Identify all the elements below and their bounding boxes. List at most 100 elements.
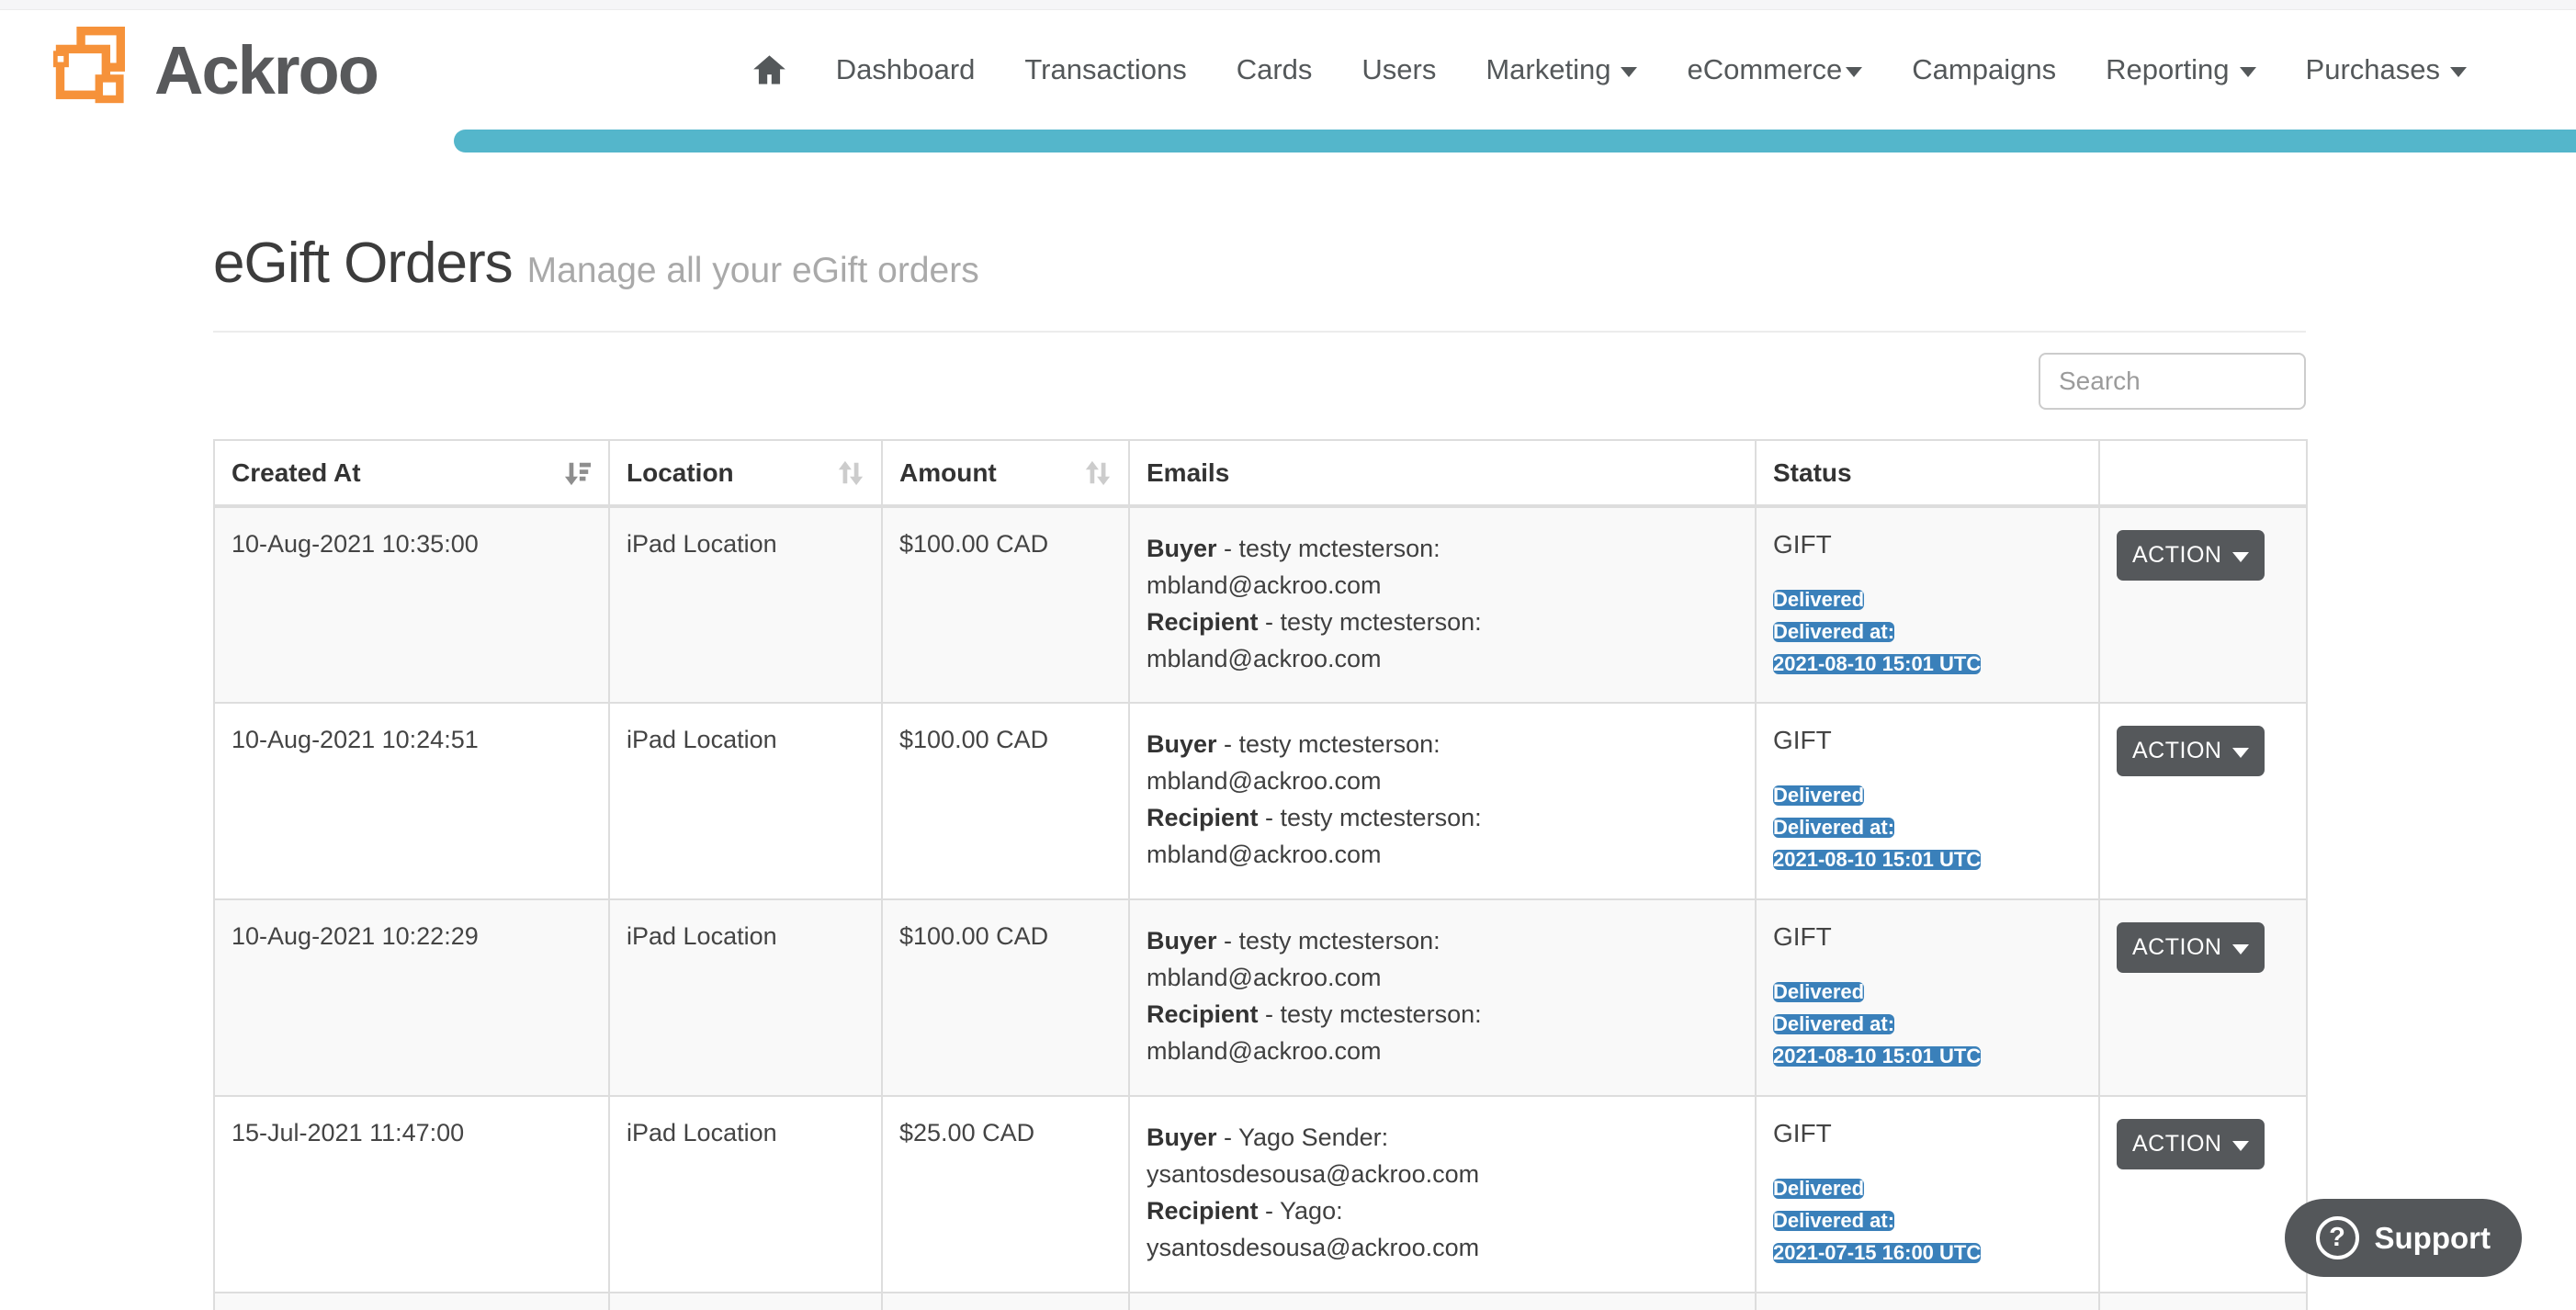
- column-header-status: Status: [1755, 439, 2100, 508]
- column-label: Emails: [1147, 457, 1230, 487]
- column-label: Location: [627, 457, 734, 487]
- column-header-amount[interactable]: Amount: [881, 439, 1130, 508]
- nav-item-label: Purchases: [2305, 53, 2440, 85]
- status-badge: Delivered at:: [1773, 816, 1895, 839]
- action-cell: ACTION: [2098, 702, 2308, 900]
- location-cell: iPad Location: [608, 702, 883, 900]
- nav-menu: Dashboard Transactions Cards Users Marketing…: [752, 53, 2467, 87]
- brand-name: Ackroo: [154, 31, 379, 108]
- created-at-value: 10-Aug-2021 10:35:00: [232, 530, 479, 558]
- amount-value: $100.00 CAD: [899, 530, 1049, 558]
- table-row: 10-Aug-2021 10:35:00 iPad Location $100.00…: [213, 505, 2308, 704]
- nav-item-home[interactable]: [752, 53, 786, 87]
- page-subtitle: Manage all your eGift orders: [526, 251, 979, 290]
- chevron-down-icon: [2450, 67, 2467, 77]
- action-cell: ACTION: [2098, 898, 2308, 1097]
- recipient-label: Recipient: [1147, 1197, 1259, 1225]
- nav-item-ecommerce[interactable]: eCommerce: [1687, 53, 1863, 86]
- chevron-down-icon: [1621, 67, 1638, 77]
- status-badge: 2021-08-10 15:01 UTC: [1773, 1045, 1982, 1067]
- action-cell: ACTION: [2098, 1095, 2308, 1293]
- action-button-label: ACTION: [2132, 1131, 2222, 1157]
- nav-item-label: Users: [1361, 53, 1437, 85]
- table-header-row: Created At: [213, 439, 2308, 508]
- column-header-actions: [2098, 439, 2308, 508]
- location-cell: iPad Location: [608, 898, 883, 1097]
- column-label: Status: [1773, 457, 1852, 487]
- column-header-emails: Emails: [1128, 439, 1757, 508]
- empty-cell: [608, 1292, 883, 1310]
- column-header-location[interactable]: Location: [608, 439, 883, 508]
- recipient-email: ysantosdesousa@ackroo.com: [1147, 1234, 1480, 1261]
- status-badge: Delivered at:: [1773, 1012, 1895, 1035]
- nav-item-label: Cards: [1236, 53, 1313, 85]
- support-button[interactable]: ? Support: [2284, 1199, 2522, 1277]
- amount-value: $25.00 CAD: [899, 1119, 1035, 1146]
- sort-unsorted-icon: [838, 460, 864, 485]
- orders-table: Created At: [213, 439, 2308, 1310]
- action-dropdown-button[interactable]: ACTION: [2117, 1119, 2265, 1169]
- nav-item-cards[interactable]: Cards: [1237, 53, 1313, 86]
- created-at-cell: 10-Aug-2021 10:24:51: [213, 702, 610, 900]
- question-circle-icon: ?: [2315, 1216, 2359, 1259]
- home-icon: [752, 54, 785, 85]
- status-cell: GIFT Delivered Delivered at: 2021-08-10 15:…: [1755, 898, 2100, 1097]
- column-label: Amount: [899, 457, 997, 487]
- nav-item-dashboard[interactable]: Dashboard: [836, 53, 976, 86]
- amount-cell: $100.00 CAD: [881, 505, 1130, 704]
- created-at-cell: 10-Aug-2021 10:22:29: [213, 898, 610, 1097]
- chevron-down-icon: [2232, 943, 2250, 954]
- action-dropdown-button[interactable]: ACTION: [2117, 530, 2265, 581]
- title-divider: [213, 331, 2306, 333]
- nav-item-campaigns[interactable]: Campaigns: [1912, 53, 2056, 86]
- nav-item-transactions[interactable]: Transactions: [1024, 53, 1186, 86]
- nav-item-label: eCommerce: [1687, 53, 1843, 85]
- action-button-label: ACTION: [2132, 934, 2222, 960]
- status-badge: Delivered at:: [1773, 1209, 1895, 1232]
- location-cell: iPad Location: [608, 505, 883, 704]
- action-button-label: ACTION: [2132, 738, 2222, 763]
- nav-item-reporting[interactable]: Reporting: [2106, 53, 2256, 86]
- recipient-email: mbland@ackroo.com: [1147, 1037, 1382, 1065]
- action-dropdown-button[interactable]: ACTION: [2117, 922, 2265, 973]
- emails-cell: Buyer - testy mctesterson: mbland@ackroo.…: [1128, 702, 1757, 900]
- table-row: 10-Aug-2021 10:22:29 iPad Location $100.00…: [213, 898, 2308, 1097]
- nav-item-label: Transactions: [1024, 53, 1187, 85]
- page-title: eGift Orders: [213, 232, 514, 295]
- location-cell: iPad Location: [608, 1095, 883, 1293]
- amount-cell: $25.00 CAD: [881, 1095, 1130, 1293]
- sort-unsorted-icon: [1085, 460, 1111, 485]
- search-input[interactable]: [2039, 353, 2306, 410]
- recipient-label: Recipient: [1147, 804, 1259, 831]
- column-header-created-at[interactable]: Created At: [213, 439, 610, 508]
- buyer-email: mbland@ackroo.com: [1147, 767, 1382, 795]
- buyer-email: ysantosdesousa@ackroo.com: [1147, 1160, 1480, 1188]
- created-at-value: 10-Aug-2021 10:22:29: [232, 922, 479, 950]
- accent-bar: [454, 130, 2576, 152]
- status-cell: GIFT Delivered Delivered at: 2021-08-10 15:…: [1755, 702, 2100, 900]
- buyer-label: Buyer: [1147, 730, 1217, 758]
- action-dropdown-button[interactable]: ACTION: [2117, 726, 2265, 776]
- status-badge: Delivered: [1773, 588, 1865, 611]
- sort-desc-icon: [564, 462, 592, 485]
- action-cell: ACTION: [2098, 505, 2308, 704]
- status-badge: 2021-08-10 15:01 UTC: [1773, 652, 1982, 675]
- empty-cell: [213, 1292, 610, 1310]
- nav-item-purchases[interactable]: Purchases: [2306, 53, 2467, 86]
- nav-item-label: Marketing: [1486, 53, 1611, 85]
- status-badge: Delivered at:: [1773, 620, 1895, 643]
- support-label: Support: [2374, 1220, 2491, 1255]
- chevron-down-icon: [2232, 551, 2250, 562]
- buyer-email: mbland@ackroo.com: [1147, 571, 1382, 599]
- main-content: eGift Orders Manage all your eGift orders…: [213, 231, 2308, 1310]
- nav-item-marketing[interactable]: Marketing: [1486, 53, 1638, 86]
- location-value: iPad Location: [627, 726, 777, 753]
- status-badge: Delivered: [1773, 784, 1865, 807]
- brand-logo[interactable]: Ackroo: [53, 27, 379, 113]
- amount-value: $100.00 CAD: [899, 922, 1049, 950]
- created-at-value: 15-Jul-2021 11:47:00: [232, 1119, 465, 1146]
- nav-item-users[interactable]: Users: [1361, 53, 1436, 86]
- chevron-down-icon: [2239, 67, 2256, 77]
- status-badge: 2021-08-10 15:01 UTC: [1773, 848, 1982, 871]
- navbar: Ackroo Dashboard Transactions Cards Users Ma…: [0, 10, 2576, 130]
